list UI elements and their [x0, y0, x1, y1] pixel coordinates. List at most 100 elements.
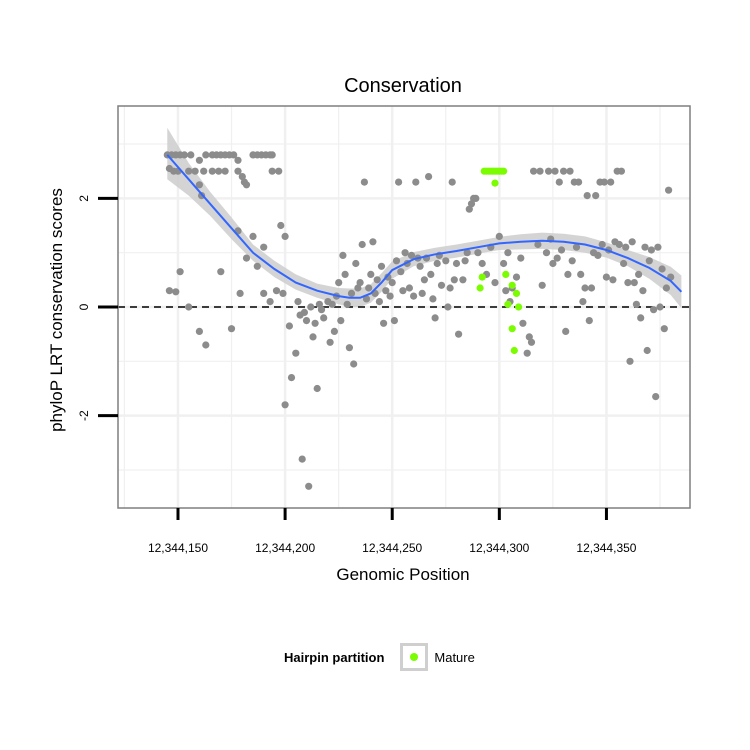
data-point-mature	[476, 284, 484, 292]
data-point-other	[339, 251, 347, 259]
x-axis-title: Genomic Position	[336, 565, 469, 584]
data-point-other	[598, 240, 606, 249]
data-point-other	[343, 300, 351, 308]
data-point-other	[311, 319, 319, 327]
data-point-other	[294, 298, 302, 306]
data-point-other	[234, 167, 242, 175]
chart-title: Conservation	[344, 75, 462, 97]
data-point-other	[632, 300, 641, 308]
data-point-other	[309, 333, 317, 341]
data-point-other	[579, 298, 587, 306]
data-point-other	[536, 167, 544, 175]
data-point-other	[549, 259, 557, 268]
data-point-mature	[508, 281, 516, 289]
legend: Hairpin partition Mature	[284, 638, 475, 676]
data-point-other	[662, 284, 671, 292]
data-point-other	[410, 292, 418, 300]
data-point-other	[230, 151, 238, 159]
data-point-other	[195, 181, 203, 189]
data-point-other	[615, 240, 623, 249]
data-point-other	[350, 360, 358, 368]
data-point-other	[313, 384, 321, 393]
data-point-other	[328, 300, 336, 308]
data-point-other	[495, 232, 503, 240]
data-point-other	[420, 276, 428, 284]
data-point-other	[650, 306, 658, 314]
data-point-other	[572, 243, 581, 251]
data-point-other	[390, 317, 398, 325]
data-point-other	[594, 251, 602, 259]
data-point-other	[320, 314, 328, 322]
data-point-other	[442, 257, 450, 265]
data-point-other	[474, 249, 482, 257]
data-point-other	[341, 270, 349, 278]
data-point-other	[465, 205, 473, 213]
data-point-other	[628, 238, 636, 246]
y-tick-label: -2	[77, 410, 91, 421]
data-point-other	[609, 276, 617, 284]
data-point-mature	[510, 346, 518, 355]
y-axis-title: phyloP LRT conservation scores	[47, 188, 66, 432]
data-point-other	[562, 327, 570, 335]
data-point-mature	[515, 303, 523, 311]
data-point-other	[300, 308, 308, 316]
data-point-other	[208, 167, 216, 175]
data-point-other	[249, 232, 257, 240]
data-point-other	[467, 200, 476, 208]
data-point-other	[375, 298, 383, 306]
data-point-other	[335, 279, 343, 287]
data-point-other	[172, 288, 180, 296]
data-point-other	[564, 270, 572, 278]
data-point-other	[242, 254, 251, 262]
data-point-other	[641, 243, 649, 251]
data-point-other	[238, 173, 246, 181]
data-point-other	[620, 259, 628, 268]
data-point-other	[279, 289, 287, 297]
data-point-other	[412, 178, 420, 186]
data-point-other	[242, 181, 251, 189]
legend-title: Hairpin partition	[284, 649, 385, 665]
data-point-other	[401, 249, 409, 257]
data-point-other	[217, 268, 225, 276]
data-point-other	[566, 167, 574, 175]
data-point-other	[373, 276, 381, 284]
data-point-other	[185, 303, 193, 311]
data-point-other	[500, 259, 508, 268]
data-point-other	[431, 314, 439, 322]
data-point-other	[587, 284, 596, 292]
data-point-other	[647, 246, 656, 254]
data-point-mature	[500, 167, 508, 175]
data-point-other	[530, 167, 538, 175]
data-point-other	[577, 270, 585, 278]
y-tick-label: 0	[77, 303, 91, 310]
data-point-other	[652, 393, 660, 401]
data-point-other	[347, 289, 356, 297]
data-point-mature	[478, 273, 486, 281]
data-point-other	[626, 357, 634, 365]
data-point-other	[512, 273, 521, 281]
data-point-other	[504, 249, 512, 257]
data-point-other	[315, 300, 323, 308]
data-point-other	[277, 221, 285, 230]
data-point-other	[200, 167, 208, 175]
x-tick-label: 12,344,300	[469, 541, 529, 555]
axes: 12,344,150 12,344,200 12,344,250 12,344,300…	[77, 105, 691, 555]
data-point-other	[281, 401, 289, 409]
data-point-other	[221, 167, 229, 175]
data-point-other	[354, 284, 362, 292]
data-point-other	[568, 257, 576, 265]
data-point-other	[202, 341, 210, 349]
data-point-other	[639, 287, 647, 295]
data-point-other	[227, 325, 236, 333]
data-point-other	[292, 349, 300, 357]
data-point-other	[275, 167, 283, 175]
data-point-other	[395, 178, 403, 186]
smooth-line	[166, 154, 683, 299]
data-points	[163, 151, 675, 490]
data-point-other	[551, 167, 559, 175]
data-point-other	[635, 270, 643, 278]
data-point-other	[176, 268, 184, 276]
data-point-mature	[504, 300, 512, 308]
data-point-other	[285, 322, 293, 330]
